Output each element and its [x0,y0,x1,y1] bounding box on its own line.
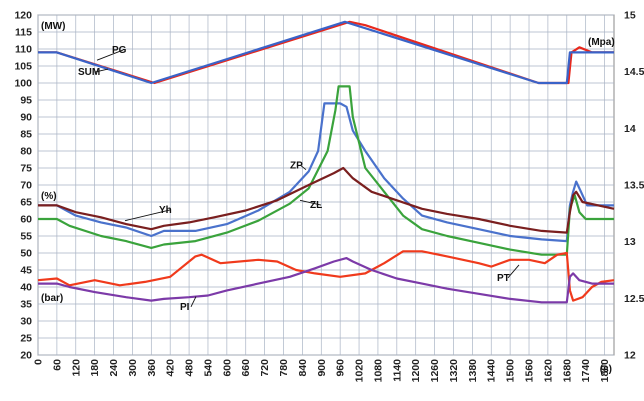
y-left-tick-label: 50 [20,248,32,260]
series-label-zp: ZP [290,161,303,172]
x-tick-label: 1440 [486,359,498,383]
y-left-unit-mw: (MW) [41,21,65,32]
series-leader-line [94,68,109,73]
y-left-tick-label: 100 [14,78,32,90]
y-left-tick-label: 115 [15,27,32,39]
x-tick-label: 480 [184,359,196,377]
y-left-tick-label: 85 [20,129,32,141]
x-tick-label: 720 [259,359,271,377]
x-tick-label: 360 [146,359,158,377]
y-right-tick-label: 13 [624,236,636,248]
series-label-pg: PG [112,45,127,56]
y-left-tick-label: 70 [20,180,32,192]
x-tick-label: 420 [165,359,177,377]
series-label-sum: SUM [78,67,100,78]
x-tick-label: 1020 [354,359,366,383]
y-left-tick-label: 65 [20,197,32,209]
x-tick-label: 240 [108,359,120,377]
series-leader-line [124,209,171,222]
y-left-unit-percent: (%) [41,191,57,202]
series-label-yh: Yh [159,205,172,216]
x-tick-label: 1680 [561,359,573,383]
y-right-unit-mpa: (Mpa) [588,37,615,48]
series-line-yh [38,166,615,234]
y-right-tick-label: 12 [624,350,636,362]
series-line-pi [38,257,614,304]
y-right-tick-label: 14.5 [624,66,644,78]
y-left-tick-label: 30 [20,316,32,328]
x-unit-label: (s) [600,364,612,375]
x-tick-label: 120 [70,359,82,377]
y-left-tick-label: 120 [14,10,32,22]
x-tick-label: 660 [240,359,252,377]
y-left-tick-label: 95 [20,95,32,107]
series-label-pi: PI [180,302,190,313]
series-leader-line [299,199,322,206]
x-tick-label: 1500 [505,359,517,383]
x-tick-label: 840 [297,359,309,377]
x-tick-label: 1140 [391,359,403,382]
x-tick-label: 1380 [467,359,479,383]
x-tick-label: 1320 [448,359,460,383]
y-left-unit-bar: (bar) [41,293,63,304]
y-left-tick-label: 60 [20,214,32,226]
y-left-tick-label: 20 [20,350,32,362]
x-tick-label: 60 [51,359,63,371]
y-right-tick-label: 14 [624,123,636,135]
series-label-zl: ZL [310,200,322,211]
y-left-tick-label: 35 [20,299,32,311]
y-left-tick-label: 25 [20,333,32,345]
x-tick-label: 900 [316,359,328,377]
x-tick-label: 1260 [429,359,441,383]
y-left-tick-label: 110 [15,44,32,56]
y-left-tick-label: 105 [14,61,32,73]
x-tick-label: 1080 [372,359,384,383]
y-left-tick-label: 55 [20,231,32,243]
y-left-tick-label: 45 [20,265,32,277]
y-left-tick-label: 75 [20,163,32,175]
x-tick-label: 540 [202,359,214,377]
series-leader-line [300,165,307,171]
x-tick-label: 0 [33,359,45,365]
x-tick-label: 780 [278,359,290,377]
series-line-sum [38,20,614,85]
series-label-pt: PT [497,273,510,284]
y-right-tick-label: 12.5 [624,293,644,305]
x-tick-label: 180 [89,359,101,377]
y-left-tick-label: 80 [20,146,32,158]
x-tick-label: 1560 [524,359,536,383]
y-left-tick-label: 90 [20,112,32,124]
series-leader-line [190,296,197,307]
y-right-tick-label: 13.5 [624,180,644,192]
x-tick-label: 1800 [599,359,611,383]
series-leader-line [96,49,124,61]
x-tick-label: 1620 [542,359,554,383]
series-leader-line [507,264,520,279]
x-tick-label: 600 [221,359,233,377]
x-tick-label: 300 [127,359,139,377]
y-right-tick-label: 15 [624,10,636,22]
x-tick-label: 1740 [580,359,592,383]
x-tick-label: 1200 [410,359,422,383]
x-tick-label: 960 [335,359,347,377]
y-left-tick-label: 40 [20,282,32,294]
